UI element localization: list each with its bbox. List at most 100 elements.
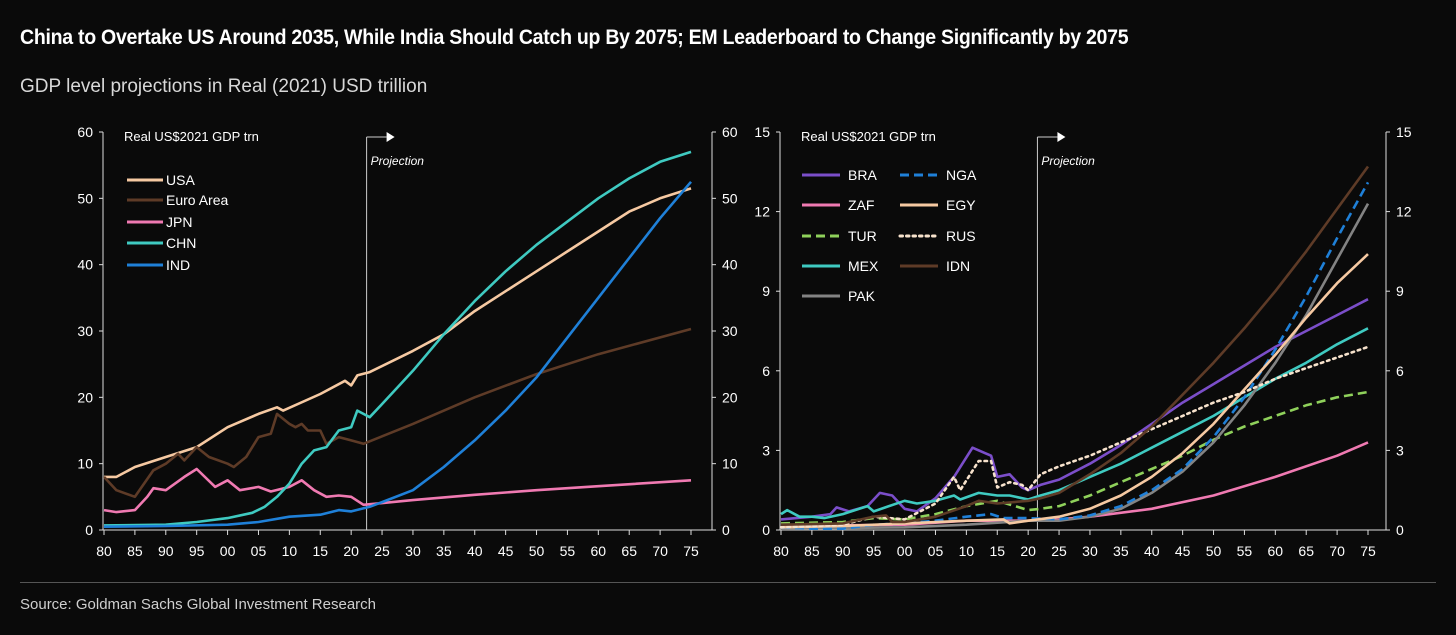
x-tick-label: 50: [529, 543, 545, 559]
chart-2: [776, 131, 1390, 535]
y-tick-label-right: 60: [722, 124, 738, 140]
x-tick-label: 85: [127, 543, 143, 559]
y-tick-label-right: 50: [722, 190, 738, 206]
x-tick-label: 10: [959, 543, 975, 559]
projection-arrow-icon: [1057, 132, 1066, 142]
legend-label: EGY: [946, 197, 976, 213]
x-tick-label: 65: [1298, 543, 1314, 559]
x-tick-label: 90: [835, 543, 851, 559]
y-tick-label-right: 3: [1396, 442, 1404, 458]
series-line-egy: [780, 253, 1369, 529]
x-tick-label: 05: [928, 543, 944, 559]
legend-label: ZAF: [848, 197, 874, 213]
y-tick-label-right: 6: [1396, 363, 1404, 379]
series-line-ind: [103, 180, 692, 528]
x-tick-label: 05: [251, 543, 267, 559]
x-tick-label: 45: [1175, 543, 1191, 559]
x-tick-label: 40: [1144, 543, 1160, 559]
x-tick-label: 20: [343, 543, 359, 559]
x-tick-label: 70: [1329, 543, 1345, 559]
series-line-tur: [780, 390, 1369, 525]
projection-label: Projection: [1041, 154, 1095, 168]
series-line-chn: [103, 150, 692, 527]
x-tick-label: 95: [189, 543, 205, 559]
x-tick-label: 50: [1206, 543, 1222, 559]
x-tick-label: 25: [1051, 543, 1067, 559]
x-tick-label: 80: [96, 543, 112, 559]
y-tick-label-left: 9: [762, 283, 770, 299]
x-tick-label: 00: [897, 543, 913, 559]
x-tick-label: 45: [498, 543, 514, 559]
x-tick-label: 70: [652, 543, 668, 559]
chart-1: [99, 131, 716, 535]
series-line-jpn: [103, 467, 692, 514]
y-axis-title: Real US$2021 GDP trn: [801, 129, 936, 144]
y-tick-label-left: 6: [762, 363, 770, 379]
y-tick-label-left: 60: [77, 124, 93, 140]
x-tick-label: 25: [374, 543, 390, 559]
x-tick-label: 30: [405, 543, 421, 559]
y-tick-label-left: 40: [77, 257, 93, 273]
x-tick-label: 15: [312, 543, 328, 559]
x-tick-label: 35: [436, 543, 452, 559]
series-line-euro-area: [103, 327, 692, 499]
y-tick-label-left: 0: [85, 522, 93, 538]
projection-arrow-icon: [386, 132, 395, 142]
y-axis-title: Real US$2021 GDP trn: [124, 129, 259, 144]
series-line-mex: [780, 327, 1369, 520]
chart-title: China to Overtake US Around 2035, While …: [20, 26, 1129, 49]
x-tick-label: 75: [1360, 543, 1376, 559]
x-tick-label: 60: [1268, 543, 1284, 559]
series-line-idn: [780, 165, 1370, 526]
y-tick-label-right: 12: [1396, 204, 1412, 220]
x-tick-label: 55: [560, 543, 576, 559]
x-tick-label: 30: [1082, 543, 1098, 559]
legend-label: CHN: [166, 235, 196, 251]
projection-label: Projection: [371, 154, 425, 168]
y-tick-label-right: 30: [722, 323, 738, 339]
x-tick-label: 00: [220, 543, 236, 559]
legend-label: IDN: [946, 258, 970, 274]
legend-label: NGA: [946, 167, 977, 183]
y-tick-label-right: 15: [1396, 124, 1412, 140]
y-tick-label-left: 10: [77, 456, 93, 472]
legend-label: MEX: [848, 258, 879, 274]
y-tick-label-left: 12: [754, 204, 770, 220]
y-tick-label-left: 50: [77, 190, 93, 206]
x-tick-label: 85: [804, 543, 820, 559]
y-tick-label-right: 20: [722, 389, 738, 405]
series-line-pak: [780, 202, 1370, 530]
y-tick-label-right: 0: [722, 522, 730, 538]
y-tick-label-left: 0: [762, 522, 770, 538]
x-tick-label: 60: [591, 543, 607, 559]
x-tick-label: 15: [989, 543, 1005, 559]
chart-subtitle: GDP level projections in Real (2021) USD…: [20, 76, 428, 97]
x-tick-label: 95: [866, 543, 882, 559]
x-tick-label: 90: [158, 543, 174, 559]
source-note: Source: Goldman Sachs Global Investment …: [20, 596, 377, 613]
x-tick-label: 55: [1237, 543, 1253, 559]
legend-label: USA: [166, 172, 195, 188]
x-tick-label: 80: [773, 543, 789, 559]
legend-label: JPN: [166, 214, 192, 230]
y-tick-label-right: 10: [722, 456, 738, 472]
divider: [20, 582, 1436, 583]
legend-label: IND: [166, 257, 190, 273]
x-tick-label: 20: [1020, 543, 1036, 559]
x-tick-label: 10: [282, 543, 298, 559]
series-line-rus: [779, 345, 1370, 529]
y-tick-label-right: 40: [722, 257, 738, 273]
y-tick-label-left: 20: [77, 389, 93, 405]
series-line-bra: [780, 298, 1369, 521]
y-tick-label-left: 15: [754, 124, 770, 140]
legend-label: Euro Area: [166, 192, 228, 208]
legend-label: BRA: [848, 167, 877, 183]
series-line-usa: [104, 187, 692, 479]
x-tick-label: 35: [1113, 543, 1129, 559]
legend-label: PAK: [848, 288, 876, 304]
y-tick-label-right: 0: [1396, 522, 1404, 538]
x-tick-label: 75: [683, 543, 699, 559]
legend-label: RUS: [946, 228, 976, 244]
legend-label: TUR: [848, 228, 877, 244]
